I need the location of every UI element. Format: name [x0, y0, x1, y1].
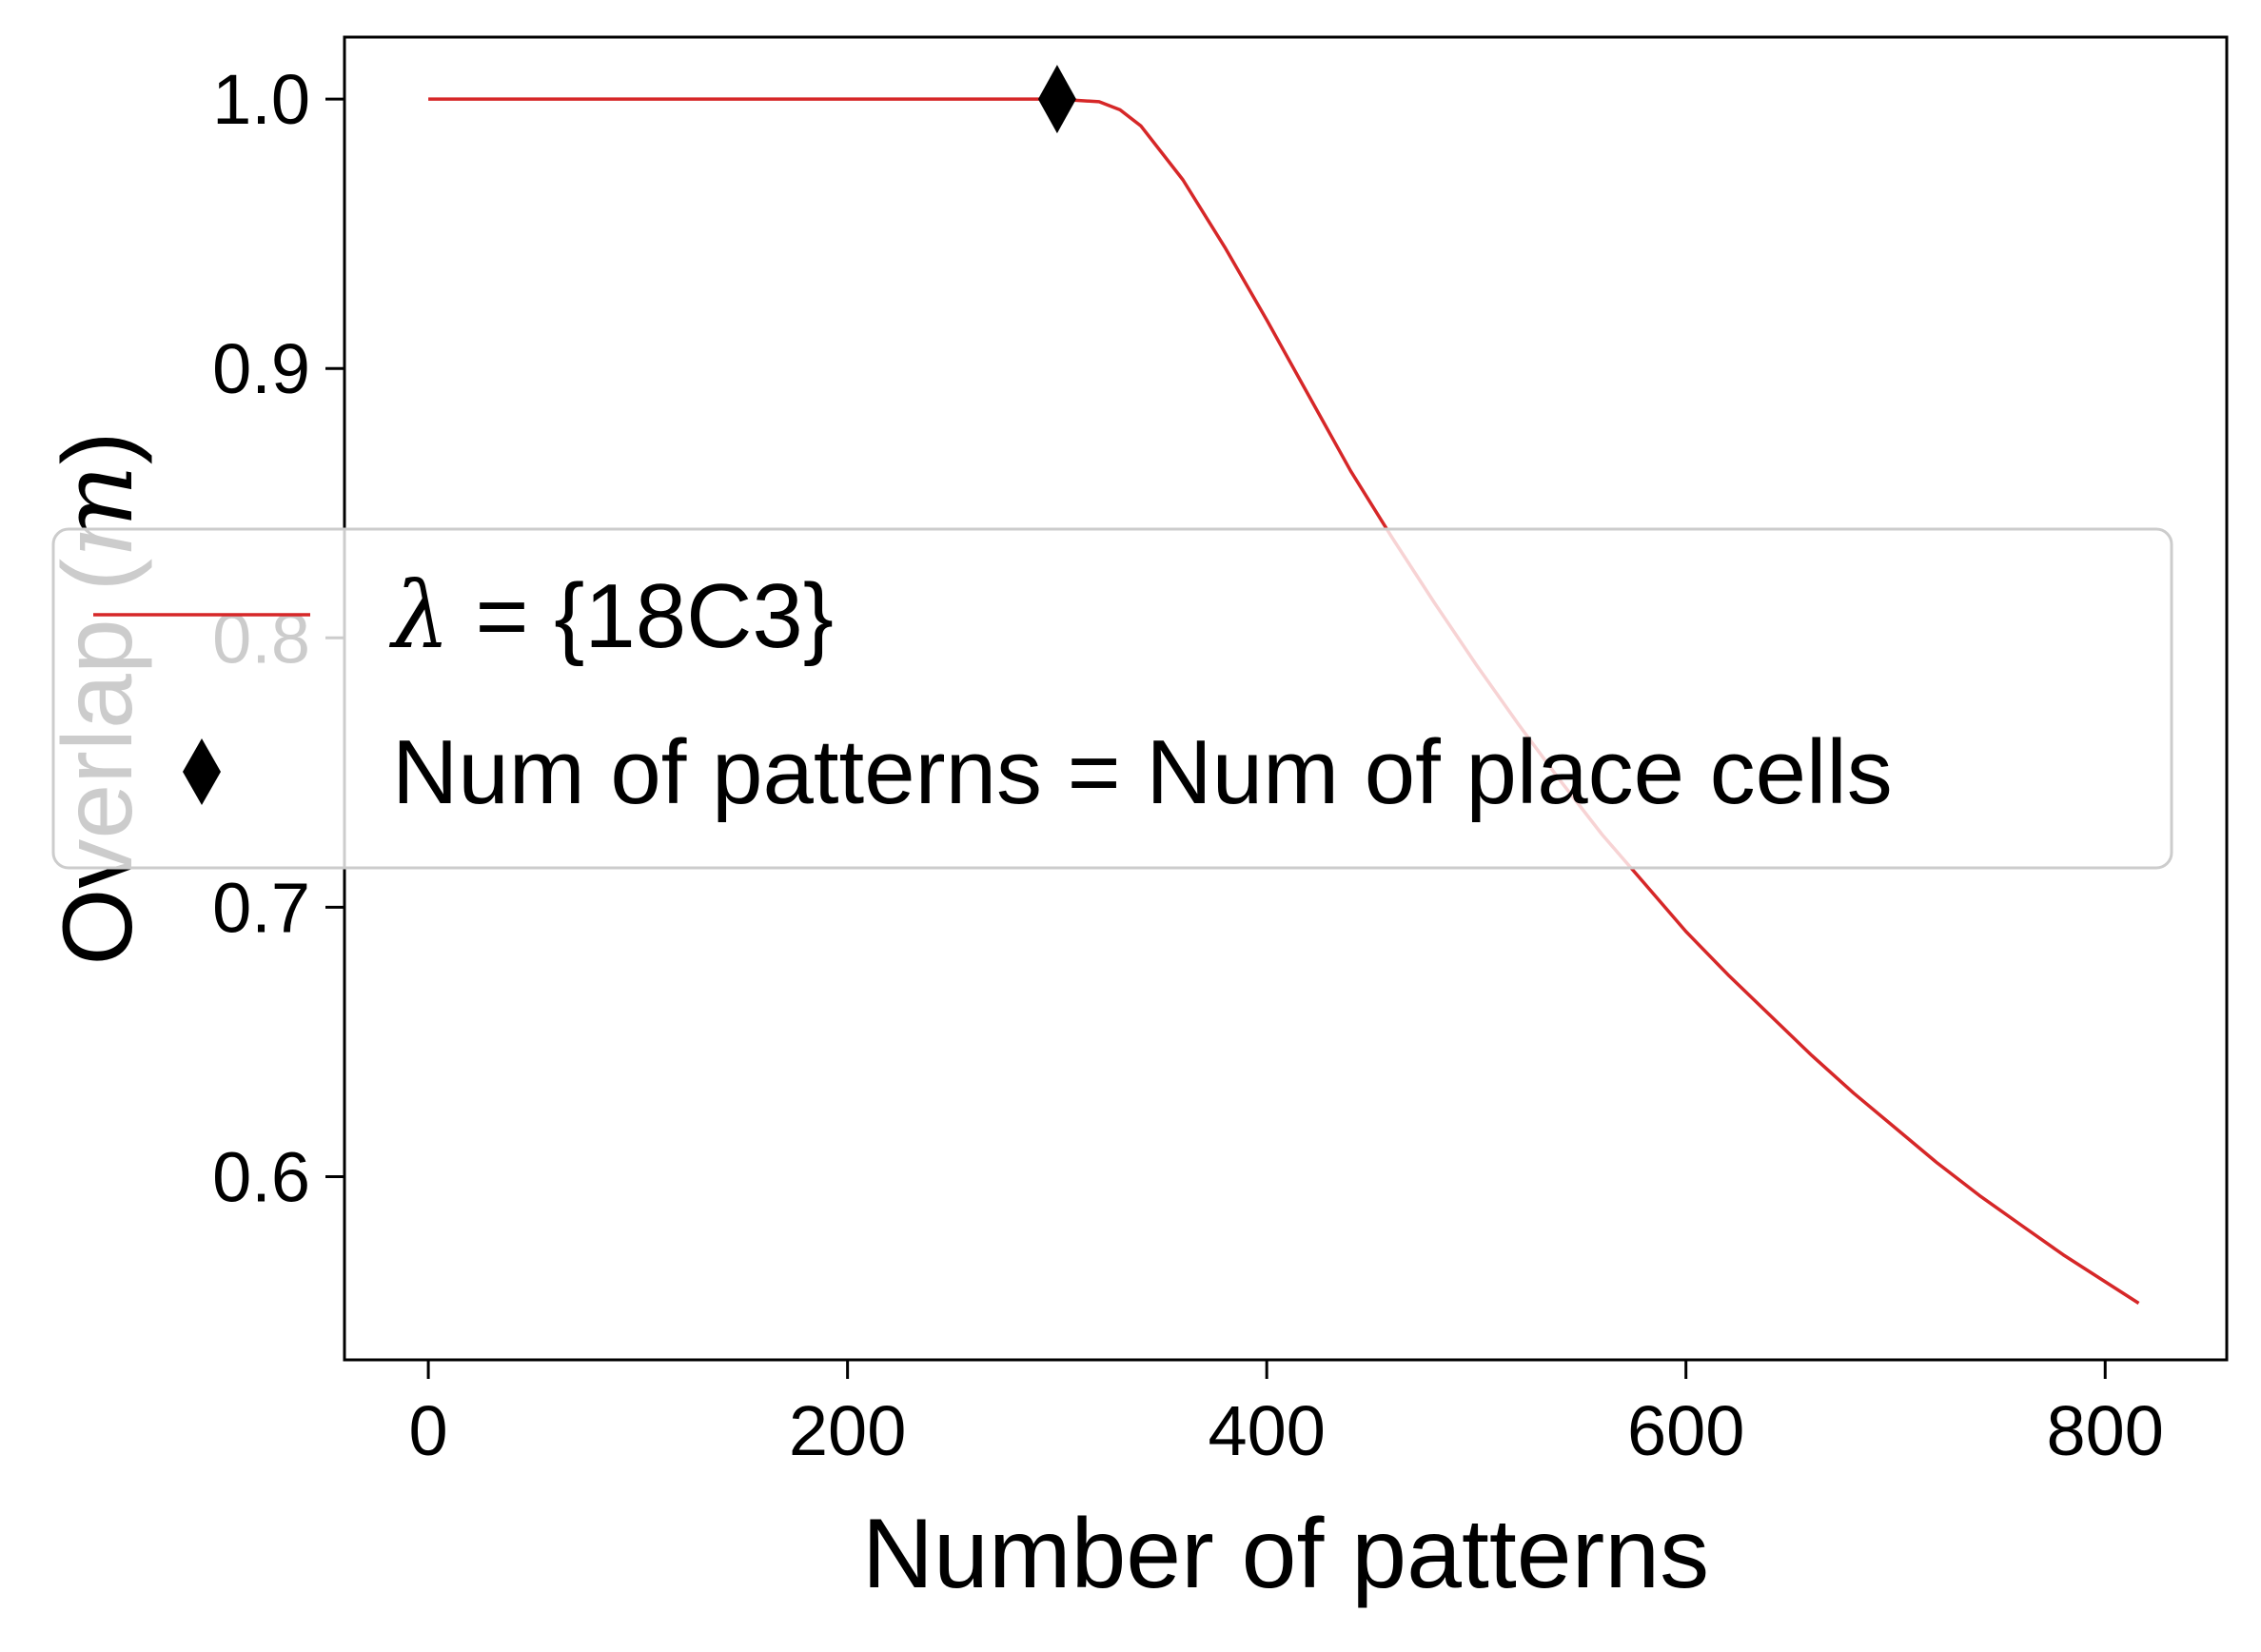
- legend-lambda-rest: = {18C3}: [450, 565, 834, 667]
- legend-lambda-symbol: λ: [388, 562, 450, 669]
- y-tick-label: 0.9: [212, 329, 310, 408]
- x-axis-label: Number of patterns: [862, 1499, 1709, 1609]
- x-tick-label: 200: [789, 1391, 906, 1470]
- y-tick-label: 0.7: [212, 868, 310, 947]
- diamond-marker: [1037, 65, 1076, 134]
- y-tick-label: 0.6: [212, 1137, 310, 1216]
- y-axis-label-close: ): [43, 432, 153, 465]
- x-tick-label: 800: [2047, 1391, 2164, 1470]
- y-tick-label: 1.0: [212, 60, 310, 139]
- legend-diamond-swatch: [183, 738, 221, 805]
- legend-label-num-patterns: Num of patterns = Num of place cells: [392, 721, 1893, 823]
- x-axis-ticks: 0 200 400 600 800: [409, 1360, 2164, 1470]
- legend-label-lambda: λ = {18C3}: [388, 562, 834, 669]
- x-tick-label: 600: [1627, 1391, 1744, 1470]
- x-tick-label: 0: [409, 1391, 448, 1470]
- legend: λ = {18C3} Num of patterns = Num of plac…: [51, 527, 2173, 870]
- legend-box: [51, 527, 2173, 870]
- x-tick-label: 400: [1208, 1391, 1325, 1470]
